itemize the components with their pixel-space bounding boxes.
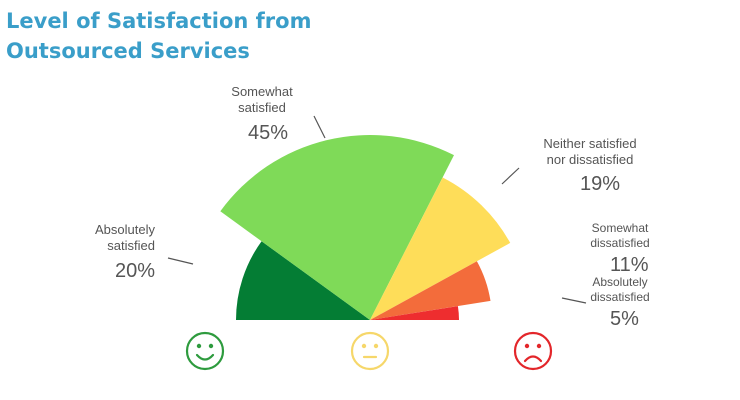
neutral-face-icon (350, 331, 390, 371)
slice-4 (370, 261, 491, 320)
slice-3-leader-line (501, 167, 520, 185)
slice-2-leader-line (313, 115, 326, 139)
slice-5-label-line-2: dissatisfied (590, 290, 649, 304)
sad-face-icon (513, 331, 553, 371)
slice-1-value-label: 20% (115, 260, 155, 282)
chart-title-line-1: Level of Satisfaction from (6, 9, 312, 33)
chart-title-line-2: Outsourced Services (6, 39, 250, 63)
slice-3-label-line-1: Neither satisfied (543, 136, 636, 151)
slice-1-leader-line (167, 257, 194, 265)
slice-1-label-line-2: satisfied (107, 238, 155, 253)
chart-title: Level of Satisfaction from Outsourced Se… (6, 6, 426, 66)
slice-2-label-line-2: satisfied (238, 100, 286, 115)
slice-1 (236, 241, 370, 320)
slice-5-value-label: 5% (610, 308, 639, 330)
slice-5 (370, 306, 459, 320)
faces-group (185, 331, 553, 371)
slice-2-value-label: 45% (248, 122, 288, 144)
slice-3-label-line-2: nor dissatisfied (547, 152, 634, 167)
slices-group (220, 134, 511, 320)
slice-2-label-line-1: Somewhat (231, 84, 293, 99)
slice-5-leader-line (561, 297, 587, 304)
slice-1-label-line-1: Absolutely (95, 222, 155, 237)
slice-labels-group: Absolutelysatisfied20%Somewhatsatisfied4… (95, 84, 650, 330)
slice-5-label-line-1: Absolutely (592, 275, 647, 289)
leader-lines-group (167, 115, 587, 304)
happy-face-icon (185, 331, 225, 371)
slice-4-value-label: 11% (610, 254, 649, 276)
slice-3 (370, 177, 511, 320)
slice-4-label-line-1: Somewhat (592, 221, 649, 235)
slice-4-label-line-2: dissatisfied (590, 236, 649, 250)
slice-2 (220, 134, 454, 320)
slice-3-value-label: 19% (580, 173, 620, 195)
